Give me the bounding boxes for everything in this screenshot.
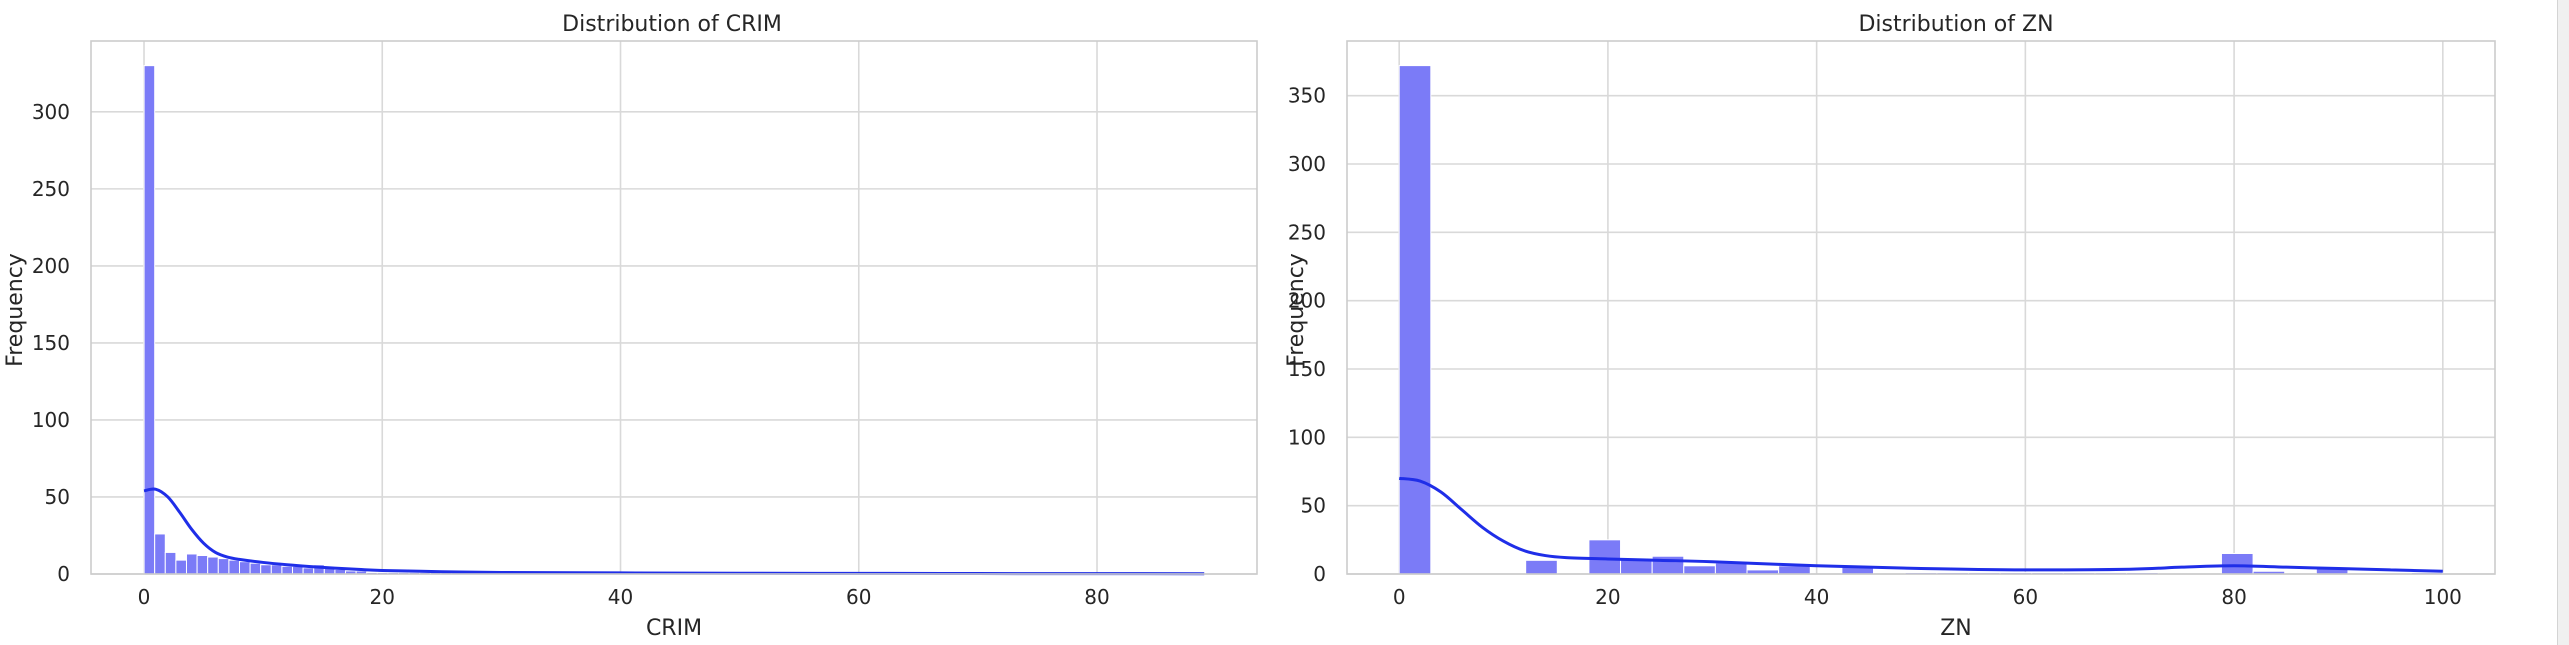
y-tick-label: 100 — [32, 408, 70, 432]
y-tick-label: 0 — [1313, 562, 1326, 586]
y-tick-label: 300 — [1288, 152, 1326, 176]
x-axis-label: ZN — [1940, 616, 1972, 641]
y-tick-label: 250 — [1288, 220, 1326, 244]
chart-title: Distribution of ZN — [1858, 12, 2053, 37]
x-tick-labels: 0 20 40 60 80 — [138, 585, 1110, 609]
histogram-bar — [143, 65, 156, 575]
y-tick-labels: 0 50 100 150 200 250 300 — [32, 100, 70, 586]
y-tick-label: 50 — [1301, 494, 1326, 518]
y-tick-labels: 0 50 100 150 200 250 300 350 — [1288, 84, 1326, 586]
x-tick-label: 40 — [1804, 585, 1829, 609]
histogram-bar — [1525, 559, 1558, 575]
histogram-bar — [1588, 539, 1622, 575]
histogram-bar — [281, 565, 294, 575]
x-tick-label: 0 — [1393, 585, 1406, 609]
kde-curve-group — [1398, 476, 2443, 573]
histogram-bar — [270, 564, 283, 575]
y-tick-label: 250 — [32, 177, 70, 201]
x-tick-label: 20 — [370, 585, 395, 609]
gridlines — [1347, 41, 2495, 575]
kde-curve-group — [143, 487, 1205, 576]
plot-frame — [1346, 40, 2496, 575]
x-axis-label: CRIM — [646, 616, 702, 641]
y-tick-label: 0 — [57, 562, 70, 586]
histogram-bar — [239, 561, 251, 575]
histogram-bar — [228, 559, 241, 575]
plot-frame — [90, 40, 1258, 575]
chart-title: Distribution of CRIM — [562, 12, 782, 37]
y-axis-label: Frequency — [1284, 253, 1309, 367]
y-tick-label: 150 — [32, 331, 70, 355]
histogram-bars — [1398, 65, 2444, 575]
histogram-bar — [260, 564, 272, 575]
histogram-bar — [292, 565, 304, 575]
histogram-bar — [217, 558, 230, 575]
histogram-bar — [154, 533, 166, 575]
histogram-bar — [302, 567, 315, 575]
histogram-bar — [185, 553, 198, 575]
vertical-scrollbar[interactable] — [2557, 0, 2569, 645]
histogram-bar — [196, 555, 209, 575]
x-tick-label: 0 — [138, 585, 151, 609]
histogram-bar — [1714, 562, 1748, 575]
y-tick-label: 50 — [45, 485, 70, 509]
kde-curve — [1398, 476, 2443, 573]
x-tick-label: 20 — [1595, 585, 1620, 609]
y-tick-label: 100 — [1288, 425, 1326, 449]
y-tick-label: 200 — [32, 254, 70, 278]
y-tick-label: 300 — [32, 100, 70, 124]
x-tick-labels: 0 20 40 60 80 100 — [1393, 585, 2462, 609]
y-axis-label: Frequency — [3, 253, 28, 367]
histogram-bar — [249, 562, 262, 575]
y-tick-label: 150 — [1288, 357, 1326, 381]
chart-zn: Distribution of ZN 0 20 40 60 80 100 0 50 100 15… — [1284, 12, 2496, 641]
y-tick-label: 350 — [1288, 84, 1326, 108]
x-tick-label: 80 — [1084, 585, 1109, 609]
histogram-bar — [1398, 65, 1432, 575]
x-tick-label: 60 — [2013, 585, 2038, 609]
histogram-bar — [1683, 565, 1716, 575]
chart-crim: Distribution of CRIM 0 20 40 60 80 0 50 100 150… — [3, 12, 1258, 641]
x-tick-label: 60 — [846, 585, 871, 609]
histogram-bar — [2220, 553, 2254, 575]
gridlines — [91, 41, 1257, 575]
x-tick-label: 100 — [2424, 585, 2462, 609]
x-tick-label: 80 — [2221, 585, 2246, 609]
histogram-bar — [1778, 565, 1811, 575]
x-tick-label: 40 — [608, 585, 633, 609]
histogram-bar — [175, 559, 187, 575]
histogram-bar — [164, 551, 177, 575]
y-tick-label: 200 — [1288, 289, 1326, 313]
kde-curve — [143, 487, 1205, 576]
histogram-bar — [207, 556, 219, 575]
